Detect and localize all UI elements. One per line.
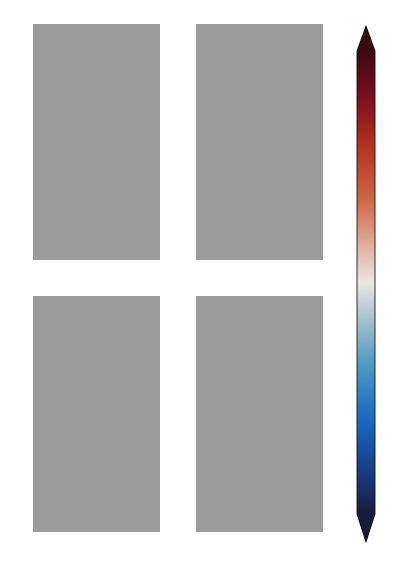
colorbar-outline [356, 24, 376, 544]
map-panel-dynamical [196, 24, 323, 260]
land-mask [196, 24, 323, 260]
colorbar [356, 24, 376, 544]
land-mask [33, 296, 160, 532]
land-mask [33, 24, 160, 260]
map-panel-covariational [196, 296, 323, 532]
colorbar-gradient [357, 51, 375, 514]
map-panel-total [33, 24, 160, 260]
land-mask [196, 296, 323, 532]
colorbar-extend-max [357, 26, 375, 51]
map-panel-thermodynamical [33, 296, 160, 532]
colorbar-extend-min [357, 514, 375, 542]
